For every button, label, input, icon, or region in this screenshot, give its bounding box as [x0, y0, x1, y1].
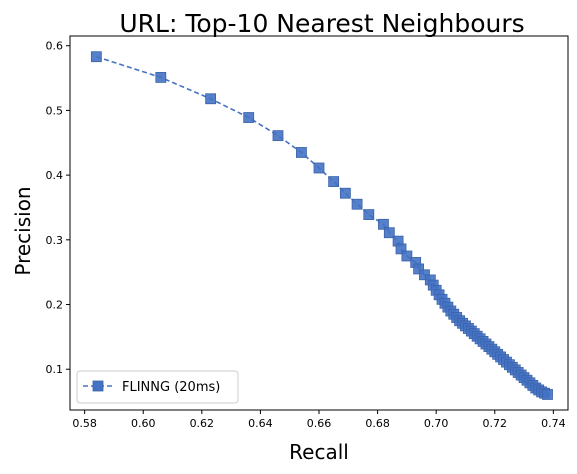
legend-label: FLINNG (20ms) [122, 380, 220, 395]
data-point-marker [329, 177, 339, 187]
data-point-marker [91, 52, 101, 62]
data-point-marker [542, 389, 552, 399]
data-point-marker [273, 131, 283, 141]
data-point-marker [364, 210, 374, 220]
y-tick-label: 0.5 [46, 104, 64, 117]
y-tick-label: 0.4 [46, 169, 64, 182]
x-axis-ticks: 0.58 0.60 0.62 0.64 0.66 0.68 0.70 0.72 0.74 [72, 410, 565, 430]
x-tick-label: 0.70 [424, 417, 449, 430]
y-tick-label: 0.2 [46, 299, 64, 312]
x-tick-label: 0.60 [131, 417, 156, 430]
data-point-marker [296, 147, 306, 157]
data-point-marker [244, 113, 254, 123]
legend-marker-square [93, 381, 103, 391]
y-axis-title: Precision [11, 186, 35, 275]
data-point-marker [352, 199, 362, 209]
y-tick-label: 0.6 [46, 40, 64, 53]
legend: FLINNG (20ms) [77, 371, 238, 403]
y-tick-label: 0.3 [46, 234, 64, 247]
data-point-marker [314, 163, 324, 173]
x-tick-label: 0.74 [541, 417, 566, 430]
x-tick-label: 0.72 [483, 417, 508, 430]
data-point-marker [340, 188, 350, 198]
x-tick-label: 0.62 [190, 417, 215, 430]
chart-title: URL: Top-10 Nearest Neighbours [119, 9, 524, 38]
x-axis-title: Recall [289, 440, 349, 464]
x-tick-label: 0.58 [72, 417, 97, 430]
data-point-marker [206, 94, 216, 104]
x-tick-label: 0.68 [365, 417, 390, 430]
x-tick-label: 0.64 [248, 417, 273, 430]
y-tick-label: 0.1 [46, 363, 64, 376]
y-axis-ticks: 0.1 0.2 0.3 0.4 0.5 0.6 [46, 40, 71, 377]
data-point-marker [156, 72, 166, 82]
x-tick-label: 0.66 [307, 417, 332, 430]
series-layer [91, 52, 552, 400]
